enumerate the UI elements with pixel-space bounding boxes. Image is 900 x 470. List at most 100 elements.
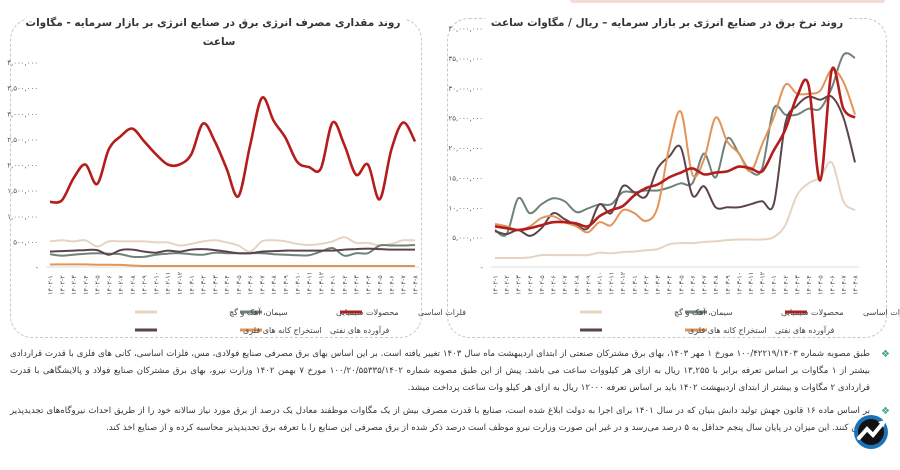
x-tick-label: ۱۴۰۳-۴ [223, 275, 231, 295]
x-tick-label: ۱۴۰۲-۶ [550, 275, 558, 295]
x-tick-label: ۱۴۰۲-۱ [47, 275, 55, 295]
x-tick-label: ۱۴۰۲-۲ [58, 275, 66, 295]
legend-label: فرآورده های نفتی [775, 325, 834, 335]
x-tick-label: ۱۴۰۴-۶ [828, 275, 836, 295]
notes: ❖ طبق مصوبه شماره ۱۰۰/۴۲۲۱۹/۱۴۰۳ مورخ ۱ … [10, 346, 892, 443]
y-tick-label: ۵,۰۰۰,۰۰۰ [452, 234, 483, 242]
legend-label: سیمان، آهک و گچ [229, 307, 288, 317]
x-tick-label: ۱۴۰۴-۸ [852, 275, 860, 295]
legend-label: استخراج کانه های فلزی [688, 326, 767, 335]
x-tick-label: ۱۴۰۲-۲ [503, 275, 511, 295]
x-tick-label: ۱۴۰۲-۱ [492, 275, 500, 295]
legend-label: فلزات اساسی [418, 308, 466, 317]
x-tick-label: ۱۴۰۳-۷ [258, 275, 266, 295]
x-tick-label: ۱۴۰۴-۱ [770, 275, 778, 295]
price-chart-panel: روند نرخ برق در صنایع انرژی بر بازار سرم… [447, 17, 887, 338]
x-tick-label: ۱۴۰۴-۴ [364, 275, 372, 295]
x-tick-label: ۱۴۰۲-۱۰ [152, 272, 160, 295]
series-line-chemicals [494, 52, 856, 237]
note-text: طبق مصوبه شماره ۱۰۰/۴۲۲۱۹/۱۴۰۳ مورخ ۱ مه… [10, 349, 870, 393]
x-tick-label: ۱۴۰۲-۵ [538, 275, 546, 295]
y-tick-label: ۱,۰۰۰,۰۰۰ [7, 213, 38, 221]
note-item: ❖ طبق مصوبه شماره ۱۰۰/۴۲۲۱۹/۱۴۰۳ مورخ ۱ … [10, 346, 892, 397]
series-line-cement [49, 236, 416, 253]
x-tick-label: ۱۴۰۳-۳ [211, 275, 219, 295]
x-tick-label: ۱۴۰۳-۹ [724, 275, 732, 295]
y-tick-label: ۲۰,۰۰۰,۰۰۰ [448, 145, 483, 153]
note-text: بر اساس ماده ۱۶ قانون جهش تولید دانش بنی… [10, 406, 871, 433]
x-tick-label: ۱۴۰۲-۳ [70, 275, 78, 295]
x-tick-label: ۱۴۰۳-۲ [200, 275, 208, 295]
top-banner-edge [570, 0, 885, 3]
x-tick-label: ۱۴۰۲-۱۲ [176, 271, 184, 295]
y-tick-label: ۲,۵۰۰,۰۰۰ [7, 136, 38, 144]
y-tick-label: ۱,۵۰۰,۰۰۰ [7, 187, 38, 195]
x-tick-label: ۱۴۰۳-۶ [247, 275, 255, 295]
x-tick-label: ۱۴۰۲-۷ [561, 275, 569, 295]
y-tick-label: ۳,۰۰۰,۰۰۰ [7, 110, 38, 118]
note-item: ❖ بر اساس ماده ۱۶ قانون جهش تولید دانش ب… [10, 403, 892, 437]
legend-label: محصولات شیمیایی [781, 308, 844, 317]
series-line-oil [49, 263, 415, 268]
legend-label: استخراج کانه های فلزی [243, 326, 322, 335]
series-line-mining [49, 247, 415, 256]
x-tick-label: ۱۴۰۲-۶ [105, 275, 113, 295]
y-tick-label: ۳۵,۰۰۰,۰۰۰ [448, 55, 483, 63]
x-tick-label: ۱۴۰۴-۴ [805, 275, 813, 295]
x-tick-label: ۱۴۰۳-۱۱ [747, 272, 755, 295]
x-tick-label: ۱۴۰۳-۱۲ [759, 271, 767, 295]
x-tick-label: ۱۴۰۴-۸ [412, 275, 420, 295]
x-tick-label: ۱۴۰۳-۱۰ [735, 272, 743, 295]
x-tick-label: ۱۴۰۳-۵ [677, 275, 685, 295]
x-tick-label: ۱۴۰۲-۷ [117, 275, 125, 295]
x-tick-label: ۱۴۰۴-۲ [341, 275, 349, 295]
y-tick-label: ۳۰,۰۰۰,۰۰۰ [448, 85, 483, 93]
y-tick-label: - [35, 264, 38, 272]
legend-label: محصولات شیمیایی [336, 308, 399, 317]
series-line-basic_metals [49, 96, 417, 204]
x-tick-label: ۱۴۰۳-۶ [689, 275, 697, 295]
x-tick-label: ۱۴۰۴-۷ [840, 275, 848, 295]
x-tick-label: ۱۴۰۳-۸ [712, 275, 720, 295]
x-tick-label: ۱۴۰۲-۹ [141, 275, 149, 295]
y-tick-label: ۳,۵۰۰,۰۰۰ [7, 85, 38, 93]
x-tick-label: ۱۴۰۳-۷ [701, 275, 709, 295]
series-line-oil [494, 68, 856, 234]
x-tick-label: ۱۴۰۴-۵ [817, 275, 825, 295]
y-tick-label: ۴,۰۰۰,۰۰۰ [7, 59, 38, 67]
y-tick-label: ۲,۰۰۰,۰۰۰ [7, 162, 38, 170]
x-tick-label: ۱۴۰۲-۱۲ [619, 271, 627, 295]
charts-svg: - ۵۰۰,۰۰۰ ۱,۰۰۰,۰۰۰ ۱,۵۰۰,۰۰۰ ۲,۰۰۰,۰۰۰ ۲,۵۰۰… [7, 25, 900, 335]
x-tick-label: ۱۴۰۲-۱۰ [596, 272, 604, 295]
legend-label: سیمان، آهک و گچ [674, 307, 733, 317]
x-tick-label: ۱۴۰۳-۴ [666, 275, 674, 295]
x-tick-label: ۱۴۰۳-۱۱ [306, 272, 314, 295]
series-line-chemicals [49, 243, 416, 259]
y-tick-label: ۱۰,۰۰۰,۰۰۰ [448, 204, 483, 212]
x-tick-label: ۱۴۰۲-۳ [515, 275, 523, 295]
chart-2: - ۵,۰۰۰,۰۰۰ ۱۰,۰۰۰,۰۰۰ ۱۵,۰۰۰,۰۰۰ ۲۰,۰۰۰,۰۰۰… [448, 25, 900, 335]
legend-label: فلزات اساسی [863, 308, 900, 317]
x-tick-label: ۱۴۰۳-۳ [654, 275, 662, 295]
x-tick-label: ۱۴۰۴-۶ [388, 275, 396, 295]
y-tick-label: - [480, 264, 483, 272]
y-tick-label: ۴۰,۰۰۰,۰۰۰ [448, 25, 483, 33]
y-tick-label: ۵۰۰,۰۰۰ [13, 238, 38, 246]
x-tick-label: ۱۴۰۲-۴ [526, 275, 534, 295]
x-tick-label: ۱۴۰۲-۸ [129, 275, 137, 295]
x-tick-label: ۱۴۰۲-۱۱ [164, 272, 172, 295]
legend-label: فرآورده های نفتی [330, 325, 389, 335]
x-tick-label: ۱۴۰۳-۱۲ [317, 271, 325, 295]
x-tick-label: ۱۴۰۴-۱ [329, 275, 337, 295]
trend-arrow-logo-icon [854, 415, 888, 449]
y-tick-label: ۱۵,۰۰۰,۰۰۰ [448, 174, 483, 182]
x-tick-label: ۱۴۰۴-۲ [782, 275, 790, 295]
x-tick-label: ۱۴۰۲-۱۱ [608, 272, 616, 295]
x-tick-label: ۱۴۰۴-۷ [400, 275, 408, 295]
series-line-basic_metals [494, 66, 856, 232]
x-tick-label: ۱۴۰۳-۸ [270, 275, 278, 295]
x-tick-label: ۱۴۰۳-۱ [188, 275, 196, 295]
x-tick-label: ۱۴۰۲-۵ [94, 275, 102, 295]
x-tick-label: ۱۴۰۲-۹ [584, 275, 592, 295]
x-tick-label: ۱۴۰۲-۸ [573, 275, 581, 295]
